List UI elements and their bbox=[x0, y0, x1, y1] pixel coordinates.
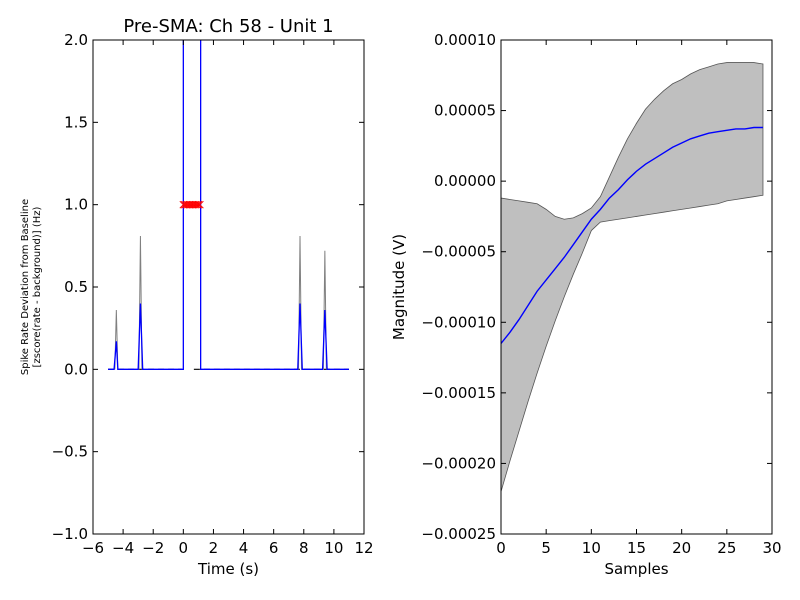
x-tick-label: 8 bbox=[299, 539, 309, 557]
y-tick-label: 0.00000 bbox=[434, 172, 496, 190]
y-tick-label: 1.0 bbox=[64, 196, 88, 214]
x-tick-label: −2 bbox=[142, 539, 164, 557]
y-tick-label: 1.5 bbox=[64, 113, 88, 131]
left-y-axis-label-line1: Spike Rate Deviation from Baseline bbox=[20, 199, 31, 375]
confidence-band bbox=[501, 62, 764, 492]
y-tick-label: 2.0 bbox=[64, 31, 88, 49]
y-tick-label: −0.00010 bbox=[421, 313, 496, 331]
y-tick-label: −0.00015 bbox=[421, 384, 496, 402]
x-tick-label: 4 bbox=[239, 539, 249, 557]
left-y-axis-label: Spike Rate Deviation from Baseline [zsco… bbox=[20, 199, 43, 375]
y-tick-label: 0.0 bbox=[64, 360, 88, 378]
x-tick-label: 0 bbox=[179, 539, 189, 557]
y-tick-label: −1.0 bbox=[52, 525, 88, 543]
x-tick-label: 30 bbox=[762, 539, 781, 557]
left-x-axis: −6 −4 −2 0 2 4 6 8 10 12 bbox=[82, 40, 374, 557]
event-marker-stroke bbox=[193, 200, 201, 209]
x-tick-label: −6 bbox=[82, 539, 104, 557]
x-tick-label: 10 bbox=[324, 539, 343, 557]
right-y-axis-label: Magnitude (V) bbox=[390, 234, 408, 340]
mean-rate-line-pre-event bbox=[108, 40, 184, 370]
event-marker bbox=[196, 200, 204, 209]
y-tick-label: 0.00005 bbox=[434, 102, 496, 120]
left-chart-title: Pre-SMA: Ch 58 - Unit 1 bbox=[123, 16, 333, 37]
left-chart: Pre-SMA: Ch 58 - Unit 1 −6 −4 −2 0 2 4 6 8 10 12 … bbox=[20, 16, 374, 578]
x-tick-label: 25 bbox=[717, 539, 736, 557]
right-chart: 0 5 10 15 20 25 30 −0.00025−0.00020−0.00015−0.… bbox=[390, 31, 782, 578]
y-tick-label: −0.5 bbox=[52, 443, 88, 461]
y-tick-label: −0.00020 bbox=[421, 454, 496, 472]
x-tick-label: 0 bbox=[496, 539, 506, 557]
x-tick-label: 12 bbox=[354, 539, 373, 557]
y-tick-label: −0.00005 bbox=[421, 243, 496, 261]
y-tick-label: 0.00010 bbox=[434, 31, 496, 49]
x-tick-label: 5 bbox=[541, 539, 551, 557]
y-tick-label: −0.00025 bbox=[421, 525, 496, 543]
x-tick-label: 6 bbox=[269, 539, 279, 557]
x-tick-label: −4 bbox=[112, 539, 134, 557]
event-marker-stroke bbox=[196, 200, 204, 209]
right-x-axis: 0 5 10 15 20 25 30 bbox=[496, 40, 782, 557]
event-marker bbox=[194, 200, 203, 209]
x-tick-label: 10 bbox=[582, 539, 601, 557]
y-tick-label: 0.5 bbox=[64, 278, 88, 296]
right-plot-area bbox=[501, 62, 764, 492]
mean-rate-line-post-event bbox=[199, 40, 349, 370]
left-y-axis: −1.0 −0.5 0.0 0.5 1.0 1.5 2.0 bbox=[52, 31, 364, 543]
x-tick-label: 2 bbox=[209, 539, 219, 557]
right-y-axis: −0.00025 −0.00020 −0.00015 −0.00010 −0.00005… bbox=[421, 31, 772, 543]
mean-waveform-line bbox=[501, 126, 763, 344]
right-x-axis-label: Samples bbox=[604, 560, 668, 578]
left-y-axis-label-line2: [zscore(rate - background)] (Hz) bbox=[32, 206, 43, 367]
left-plot-area bbox=[108, 40, 349, 370]
event-marker bbox=[193, 200, 201, 209]
left-x-axis-label: Time (s) bbox=[197, 560, 259, 578]
event-marker-stroke bbox=[194, 200, 203, 209]
x-tick-label: 15 bbox=[627, 539, 646, 557]
x-tick-label: 20 bbox=[672, 539, 691, 557]
